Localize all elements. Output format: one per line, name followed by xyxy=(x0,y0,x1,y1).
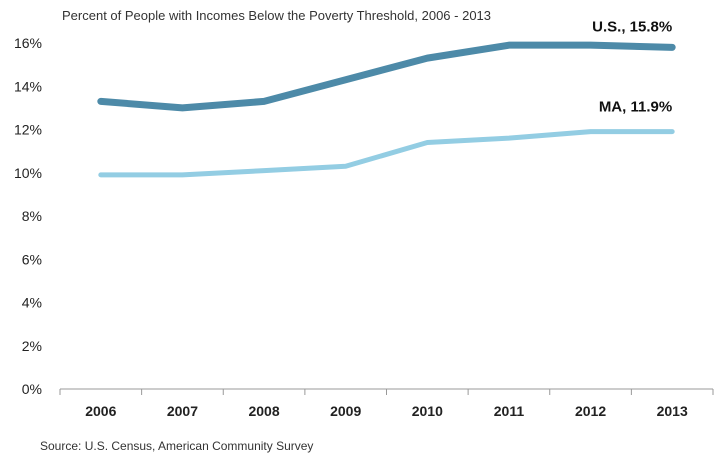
y-tick-label: 6% xyxy=(22,251,42,267)
x-tick-label: 2006 xyxy=(85,403,116,419)
x-tick-label: 2008 xyxy=(248,403,279,419)
y-tick-label: 14% xyxy=(14,78,42,94)
y-axis: 0% 2% 4% 6% 8% 10% 12% 14% 16% xyxy=(14,35,42,397)
series-end-labels: U.S., 15.8% MA, 11.9% xyxy=(592,18,672,115)
source-note: Source: U.S. Census, American Community … xyxy=(40,439,313,453)
series-end-label: U.S., 15.8% xyxy=(592,18,672,35)
y-tick-label: 4% xyxy=(22,295,42,311)
series-line-u-s xyxy=(97,41,676,112)
series-lines xyxy=(97,41,676,178)
x-axis: 2006 2007 2008 2009 2010 2011 2012 2013 xyxy=(59,388,714,419)
x-tick-label: 2012 xyxy=(575,403,606,419)
y-tick-label: 12% xyxy=(14,122,42,138)
x-tick-label: 2010 xyxy=(412,403,443,419)
y-tick-label: 2% xyxy=(22,338,42,354)
x-tick-label: 2009 xyxy=(330,403,361,419)
x-tick-label: 2011 xyxy=(494,403,525,419)
x-tick-label: 2013 xyxy=(657,403,688,419)
y-tick-label: 0% xyxy=(22,381,42,397)
y-tick-label: 16% xyxy=(14,35,42,51)
series-end-label: MA, 11.9% xyxy=(599,99,672,116)
y-tick-label: 10% xyxy=(14,165,42,181)
chart-title: Percent of People with Incomes Below the… xyxy=(62,8,491,23)
y-tick-label: 8% xyxy=(22,208,42,224)
series-line-ma xyxy=(98,129,675,178)
x-tick-label: 2007 xyxy=(167,403,198,419)
